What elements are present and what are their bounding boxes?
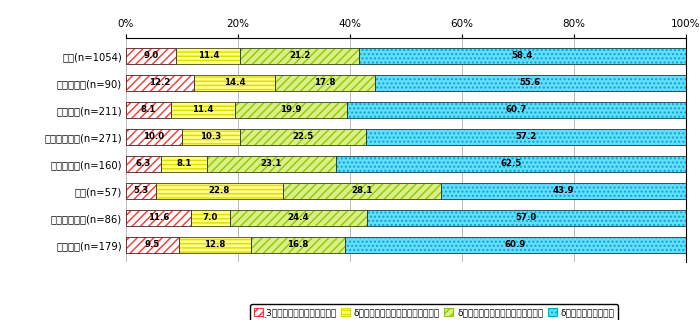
Text: 22.5: 22.5 xyxy=(292,132,314,141)
Text: 23.1: 23.1 xyxy=(260,159,282,168)
Bar xyxy=(126,129,182,145)
Bar xyxy=(191,210,230,226)
Bar xyxy=(172,102,235,118)
Bar xyxy=(235,102,346,118)
Bar xyxy=(359,48,686,64)
Text: 8.1: 8.1 xyxy=(141,105,156,115)
Bar xyxy=(206,156,336,172)
Text: 6.3: 6.3 xyxy=(136,159,151,168)
Bar xyxy=(239,129,365,145)
Bar xyxy=(182,129,239,145)
Bar xyxy=(367,210,686,226)
Bar xyxy=(126,75,195,91)
Bar xyxy=(275,75,374,91)
Bar xyxy=(239,129,365,145)
Bar xyxy=(191,210,230,226)
Bar xyxy=(176,48,240,64)
Bar xyxy=(230,210,367,226)
Text: 12.2: 12.2 xyxy=(150,78,171,87)
Text: 57.2: 57.2 xyxy=(515,132,536,141)
Text: 55.6: 55.6 xyxy=(520,78,541,87)
Text: 60.7: 60.7 xyxy=(506,105,527,115)
Text: 9.5: 9.5 xyxy=(145,240,160,249)
Bar xyxy=(182,129,239,145)
Bar xyxy=(126,102,172,118)
Bar xyxy=(441,183,687,199)
Text: 10.3: 10.3 xyxy=(200,132,221,141)
Bar xyxy=(126,210,191,226)
Bar xyxy=(126,210,191,226)
Bar xyxy=(275,75,374,91)
Bar xyxy=(345,237,686,253)
Bar xyxy=(346,102,687,118)
Text: 8.1: 8.1 xyxy=(176,159,192,168)
Bar xyxy=(251,237,345,253)
Text: 28.1: 28.1 xyxy=(351,186,372,196)
Bar xyxy=(441,183,687,199)
Text: 16.8: 16.8 xyxy=(287,240,309,249)
Text: 12.8: 12.8 xyxy=(204,240,225,249)
Bar xyxy=(195,75,275,91)
Bar xyxy=(336,156,686,172)
Text: 5.3: 5.3 xyxy=(133,186,148,196)
Text: 60.9: 60.9 xyxy=(505,240,526,249)
Text: 57.0: 57.0 xyxy=(516,213,537,222)
Text: 14.4: 14.4 xyxy=(224,78,246,87)
Bar xyxy=(235,102,346,118)
Bar xyxy=(374,75,686,91)
Bar xyxy=(374,75,686,91)
Bar xyxy=(126,48,176,64)
Bar xyxy=(161,156,206,172)
Bar xyxy=(365,129,686,145)
Bar xyxy=(126,156,161,172)
Bar xyxy=(346,102,687,118)
Bar xyxy=(126,156,161,172)
Bar xyxy=(126,237,179,253)
Text: 11.4: 11.4 xyxy=(197,52,219,60)
Bar xyxy=(155,183,284,199)
Bar xyxy=(161,156,206,172)
Bar xyxy=(336,156,686,172)
Text: 43.9: 43.9 xyxy=(553,186,575,196)
Bar xyxy=(359,48,686,64)
Bar xyxy=(367,210,686,226)
Bar xyxy=(155,183,284,199)
Bar xyxy=(126,237,179,253)
Bar xyxy=(176,48,240,64)
Bar xyxy=(240,48,359,64)
Bar xyxy=(230,210,367,226)
Legend: ̤3年以上前から推進している, δこの数年で推進するようになった, δ現在、試行・検討を始めたところ, δ特に推進していない: ̤3年以上前から推進している, δこの数年で推進するようになった, δ現在、試行… xyxy=(250,304,618,320)
Bar xyxy=(365,129,686,145)
Text: 19.9: 19.9 xyxy=(280,105,302,115)
Text: 21.2: 21.2 xyxy=(289,52,310,60)
Text: 22.8: 22.8 xyxy=(209,186,230,196)
Bar xyxy=(179,237,251,253)
Text: 58.4: 58.4 xyxy=(512,52,533,60)
Text: 17.8: 17.8 xyxy=(314,78,335,87)
Text: 7.0: 7.0 xyxy=(203,213,218,222)
Bar xyxy=(284,183,441,199)
Text: 10.0: 10.0 xyxy=(144,132,164,141)
Bar xyxy=(126,183,155,199)
Bar xyxy=(195,75,275,91)
Text: 11.6: 11.6 xyxy=(148,213,169,222)
Bar xyxy=(240,48,359,64)
Bar xyxy=(126,75,195,91)
Bar xyxy=(126,102,172,118)
Bar xyxy=(345,237,686,253)
Bar xyxy=(206,156,336,172)
Bar xyxy=(179,237,251,253)
Bar xyxy=(251,237,345,253)
Bar xyxy=(284,183,441,199)
Text: 62.5: 62.5 xyxy=(500,159,522,168)
Text: 24.4: 24.4 xyxy=(288,213,309,222)
Bar xyxy=(126,129,182,145)
Text: 11.4: 11.4 xyxy=(193,105,214,115)
Bar xyxy=(126,48,176,64)
Bar xyxy=(172,102,235,118)
Text: 9.0: 9.0 xyxy=(144,52,159,60)
Bar xyxy=(126,183,155,199)
